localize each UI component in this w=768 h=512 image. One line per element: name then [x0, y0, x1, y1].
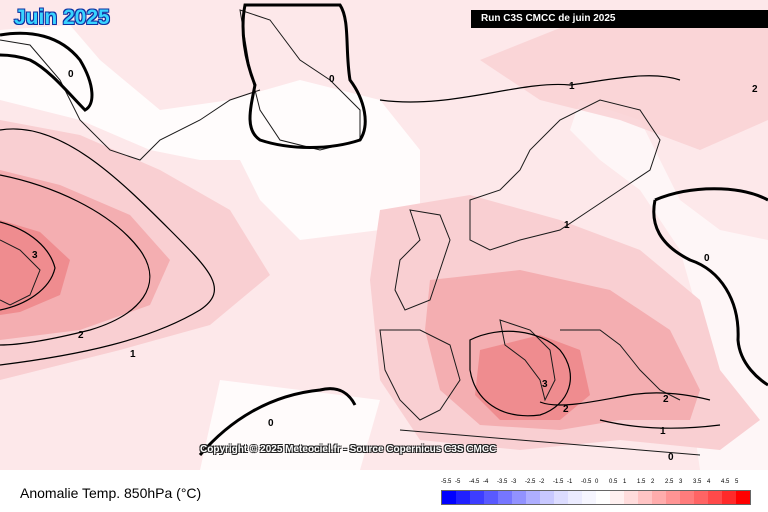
- legend-tick-label: -5: [455, 479, 461, 485]
- contour-label: 2: [663, 394, 669, 405]
- legend-swatch: [512, 491, 526, 504]
- europe-anomaly-3: [475, 335, 590, 420]
- legend-swatch: [554, 491, 568, 504]
- legend-swatch: [694, 491, 708, 504]
- legend-tick-label: -1.5: [553, 479, 564, 485]
- legend-tick-label: -4.5: [469, 479, 480, 485]
- legend-tick-label: 0.5: [609, 479, 618, 485]
- southwest-neutral-area: [200, 380, 380, 470]
- contour-label: 0: [329, 74, 335, 85]
- contour-label: 2: [752, 84, 758, 95]
- legend-swatch: [666, 491, 680, 504]
- scandinavia-anomaly: [480, 10, 768, 150]
- legend-swatch: [456, 491, 470, 504]
- coastlines: [0, 9, 701, 456]
- legend-tick-labels: -5.5 -5 -4.5 -4 -3.5 -3 -2.5 -2 -1.5 -1 -0.5 0 0.5 1 1…: [441, 479, 753, 489]
- legend-swatch: [624, 491, 638, 504]
- legend-color-bar: [441, 490, 751, 505]
- contour-label: 0: [268, 418, 274, 429]
- contour-label: 3: [542, 379, 548, 390]
- contour-label: 0: [68, 69, 74, 80]
- map-title: Juin 2025: [14, 6, 110, 29]
- legend-tick-label: -0.5: [581, 479, 592, 485]
- legend-tick-label: 4: [707, 479, 711, 485]
- legend-swatch: [736, 491, 750, 504]
- copyright-notice: Copyright © 2025 Meteociel.fr - Source C…: [200, 444, 497, 455]
- legend-swatch: [484, 491, 498, 504]
- legend-tick-label: 1.5: [637, 479, 646, 485]
- legend-swatch: [610, 491, 624, 504]
- legend-tick-label: 2: [651, 479, 655, 485]
- legend-swatch: [596, 491, 610, 504]
- legend-swatch: [722, 491, 736, 504]
- legend-tick-label: 3: [679, 479, 683, 485]
- legend-tick-label: 2.5: [665, 479, 674, 485]
- legend-swatch: [638, 491, 652, 504]
- legend-swatch: [680, 491, 694, 504]
- legend-tick-label: -2: [539, 479, 545, 485]
- zero-contours: [0, 3, 768, 456]
- anomaly-map: 0 0 0 0 0 1 1 1 1 2 2 2 2 3 3: [0, 0, 768, 470]
- legend-swatch: [442, 491, 456, 504]
- legend-tick-label: -5.5: [441, 479, 452, 485]
- legend-swatch: [526, 491, 540, 504]
- contour-label: 1: [660, 426, 666, 437]
- legend-swatch: [708, 491, 722, 504]
- legend-swatch: [652, 491, 666, 504]
- thin-contours: [0, 75, 721, 429]
- legend-tick-label: 0: [595, 479, 599, 485]
- contour-label: 3: [32, 250, 38, 261]
- contour-label: 1: [569, 81, 575, 92]
- legend-swatch: [582, 491, 596, 504]
- atlantic-anomaly-3: [0, 220, 70, 315]
- color-legend: -5.5 -5 -4.5 -4 -3.5 -3 -2.5 -2 -1.5 -1 -0.5 0 0.5 1 1…: [441, 479, 753, 505]
- contour-label: 2: [563, 404, 569, 415]
- legend-tick-label: -3.5: [497, 479, 508, 485]
- legend-swatch: [568, 491, 582, 504]
- legend-tick-label: -4: [483, 479, 489, 485]
- legend-tick-label: -2.5: [525, 479, 536, 485]
- contour-label: 2: [78, 330, 84, 341]
- legend-tick-label: 3.5: [693, 479, 702, 485]
- legend-tick-label: 1: [623, 479, 627, 485]
- legend-tick-label: -3: [511, 479, 517, 485]
- run-label: Run C3S CMCC de juin 2025: [471, 10, 768, 28]
- legend-tick-label: 4.5: [721, 479, 730, 485]
- legend-tick-label: -1: [567, 479, 573, 485]
- legend-title: Anomalie Temp. 850hPa (°C): [20, 485, 202, 501]
- contour-label: 0: [704, 253, 710, 264]
- contour-label: 1: [130, 349, 136, 360]
- contour-label: 0: [668, 452, 674, 463]
- legend-swatch: [470, 491, 484, 504]
- greenland-neutral-area: [0, 25, 420, 240]
- contour-label: 1: [564, 220, 570, 231]
- legend-swatch: [540, 491, 554, 504]
- legend-swatch: [498, 491, 512, 504]
- legend-tick-label: 5: [735, 479, 739, 485]
